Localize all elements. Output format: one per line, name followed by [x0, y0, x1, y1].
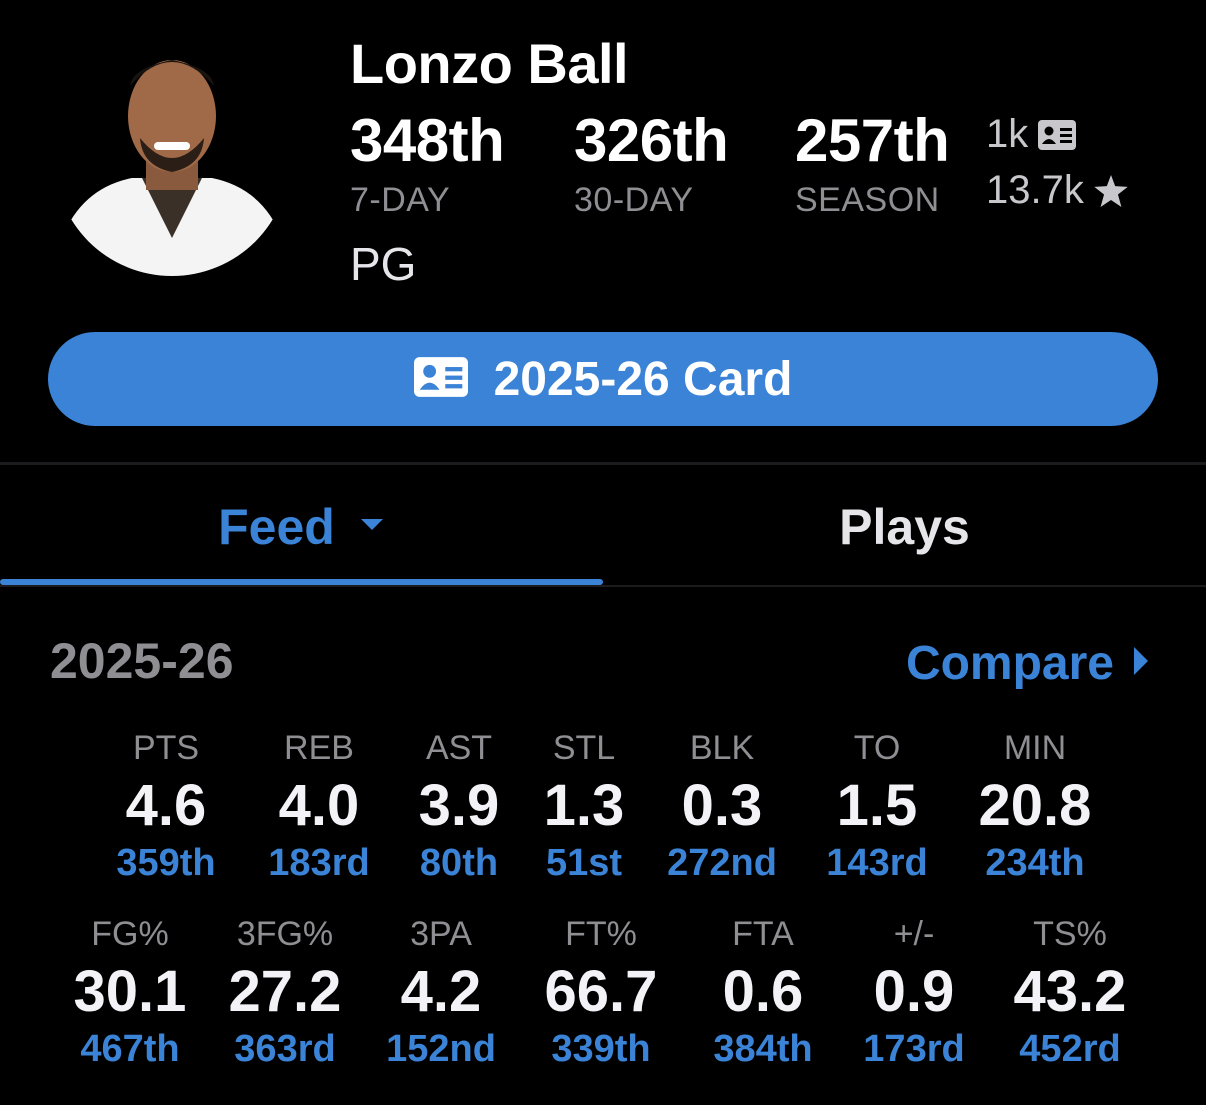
stat-3pa: 3PA 4.2 152nd: [366, 914, 516, 1072]
stat-rank: 339th: [551, 1028, 651, 1070]
stat-ts-pct: TS% 43.2 452rd: [995, 914, 1145, 1072]
star-icon: [1094, 174, 1128, 207]
tab-feed-label: Feed: [218, 499, 335, 555]
rank-value: 257th: [795, 107, 950, 174]
rank-value: 326th: [574, 107, 729, 174]
stat-rank: 467th: [80, 1028, 180, 1070]
stat-ft-pct: FT% 66.7 339th: [526, 914, 676, 1072]
tab-feed[interactable]: Feed: [0, 468, 603, 586]
stat-rank: 234th: [985, 842, 1085, 884]
stat-label: TO: [853, 729, 901, 767]
card-count-value: 1k: [986, 112, 1029, 156]
stat-label: FG%: [91, 915, 169, 953]
card-count[interactable]: 1k: [986, 112, 1077, 157]
stat-ast: AST 3.9 80th: [384, 728, 534, 886]
stat-value: 4.0: [278, 773, 360, 838]
rank-label: 30-DAY: [574, 181, 694, 219]
star-count-value: 13.7k: [986, 168, 1084, 212]
stat-label: 3PA: [410, 915, 472, 953]
stat-label: AST: [425, 729, 493, 767]
chevron-down-icon: [359, 517, 385, 538]
stat-rank: 384th: [713, 1028, 813, 1070]
stat-fta: FTA 0.6 384th: [688, 914, 838, 1072]
stat-value: 3.9: [418, 773, 500, 838]
stat-rank: 363rd: [234, 1028, 336, 1070]
rank-value: 348th: [350, 107, 505, 174]
stat-rank: 173rd: [863, 1028, 965, 1070]
stat-value: 66.7: [544, 959, 658, 1024]
id-card-icon: [413, 356, 468, 402]
active-tab-indicator: [0, 579, 603, 585]
stat-value: 0.3: [681, 773, 763, 838]
rank-label: 7-DAY: [350, 181, 451, 219]
stat-pts: PTS 4.6 359th: [91, 728, 241, 886]
divider: [0, 462, 1206, 465]
rank-30-day: 326th 30-DAY: [574, 107, 729, 220]
stat-value: 4.2: [400, 959, 482, 1024]
season-card-label: 2025-26 Card: [493, 352, 793, 406]
player-avatar: [62, 38, 282, 278]
stat-value: 1.5: [836, 773, 918, 838]
stat-value: 1.3: [543, 773, 625, 838]
stat-3fg-pct: 3FG% 27.2 363rd: [210, 914, 360, 1072]
stat-rank: 51st: [545, 842, 623, 884]
stat-label: BLK: [689, 729, 755, 767]
divider: [0, 585, 1206, 587]
stat-label: +/-: [893, 915, 935, 953]
stat-label: FT%: [565, 915, 637, 953]
stat-rank: 452rd: [1019, 1028, 1121, 1070]
stat-value: 20.8: [978, 773, 1092, 838]
stat-label: MIN: [1003, 729, 1067, 767]
compare-label: Compare: [905, 637, 1114, 690]
stat-rank: 143rd: [826, 842, 928, 884]
rank-7-day: 348th 7-DAY: [350, 107, 505, 220]
rank-season: 257th SEASON: [795, 107, 950, 220]
stat-label: FTA: [732, 915, 794, 953]
stat-value: 4.6: [125, 773, 207, 838]
rank-label: SEASON: [795, 181, 940, 219]
stat-to: TO 1.5 143rd: [802, 728, 952, 886]
stat-value: 0.6: [722, 959, 804, 1024]
tab-plays-label: Plays: [839, 499, 970, 555]
stat-label: 3FG%: [236, 915, 334, 953]
id-card-icon: [1038, 119, 1077, 150]
star-count[interactable]: 13.7k: [986, 168, 1128, 213]
tab-plays[interactable]: Plays: [603, 468, 1206, 586]
stat-fg-pct: FG% 30.1 467th: [55, 914, 205, 1072]
stat-value: 0.9: [873, 959, 955, 1024]
stat-value: 43.2: [1013, 959, 1127, 1024]
stat-rank: 152nd: [386, 1028, 496, 1070]
player-position: PG: [350, 238, 417, 290]
stat-label: REB: [284, 729, 354, 767]
stat-label: TS%: [1033, 915, 1107, 953]
stat-rank: 80th: [419, 842, 499, 884]
season-card-button[interactable]: 2025-26 Card: [48, 332, 1158, 426]
season-label: 2025-26: [50, 633, 234, 689]
stat-blk: BLK 0.3 272nd: [647, 728, 797, 886]
compare-button[interactable]: Compare: [906, 636, 1150, 691]
stat-stl: STL 1.3 51st: [509, 728, 659, 886]
stat-rank: 359th: [116, 842, 216, 884]
stat-label: STL: [552, 729, 616, 767]
stat-plus-minus: +/- 0.9 173rd: [839, 914, 989, 1072]
stat-rank: 183rd: [268, 842, 370, 884]
stat-label: PTS: [132, 729, 200, 767]
player-name: Lonzo Ball: [350, 32, 629, 95]
chevron-right-icon: [1132, 645, 1150, 682]
stat-value: 30.1: [73, 959, 187, 1024]
stat-reb: REB 4.0 183rd: [244, 728, 394, 886]
stat-min: MIN 20.8 234th: [960, 728, 1110, 886]
stat-value: 27.2: [228, 959, 342, 1024]
stat-rank: 272nd: [667, 842, 777, 884]
